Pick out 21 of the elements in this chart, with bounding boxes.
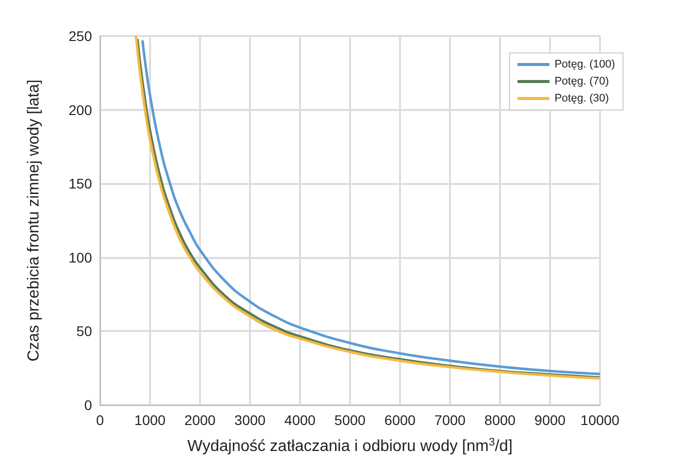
x-tick-label: 9000 (534, 412, 566, 428)
y-tick-label: 250 (68, 28, 92, 44)
y-tick-label: 50 (76, 323, 92, 340)
x-tick-label: 4000 (284, 412, 316, 428)
legend-label: Potęg. (30) (554, 92, 609, 104)
y-tick-label: 100 (68, 249, 92, 266)
x-tick-label: 8000 (484, 412, 516, 428)
x-tick-label: 1000 (134, 412, 166, 428)
legend-label: Potęg. (70) (554, 76, 609, 88)
x-tick-label: 6000 (384, 412, 416, 428)
y-tick-label: 0 (84, 397, 92, 413)
x-tick-label: 2000 (184, 412, 216, 428)
x-tick-label: 3000 (234, 412, 266, 428)
x-tick-label: 10000 (580, 412, 620, 428)
y-axis-title: Czas przebicia frontu zimnej wody [lata] (26, 80, 42, 362)
y-tick-label: 150 (68, 176, 92, 192)
y-tick-label: 200 (68, 102, 92, 118)
x-tick-label: 5000 (334, 412, 366, 428)
x-tick-label: 7000 (434, 412, 466, 428)
legend-label: Potęg. (100) (554, 58, 616, 70)
x-tick-label: 0 (96, 412, 104, 428)
